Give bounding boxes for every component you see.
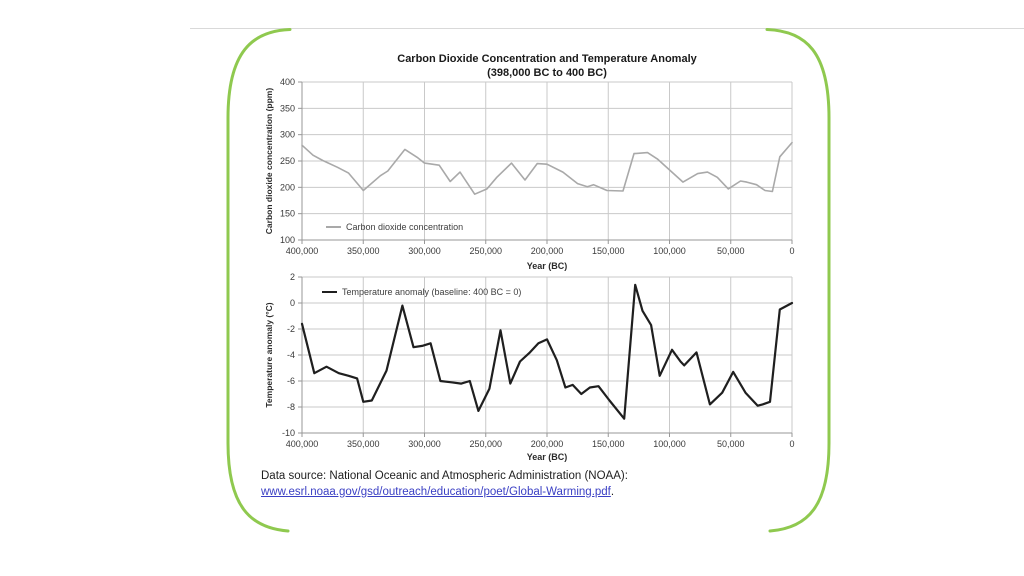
temp-series-line	[300, 283, 794, 420]
y-tick-label: -10	[282, 428, 295, 438]
temp-x-axis-title: Year (BC)	[526, 452, 568, 462]
temp-legend-label: Temperature anomaly (baseline: 400 BC = …	[342, 287, 522, 297]
y-tick-label: 200	[280, 182, 295, 192]
co2-legend: Carbon dioxide concentration	[326, 221, 463, 233]
co2-x-axis-title: Year (BC)	[526, 261, 568, 271]
green-frame-left-bracket	[226, 28, 292, 533]
x-tick-label: 400,000	[286, 246, 319, 256]
temp-legend-line-sample	[322, 290, 337, 294]
x-tick-label: 200,000	[531, 246, 564, 256]
x-tick-label: 150,000	[592, 246, 625, 256]
data-source-link[interactable]: www.esrl.noaa.gov/gsd/outreach/education…	[261, 485, 611, 498]
x-tick-label: 300,000	[408, 439, 441, 449]
y-tick-label: -6	[287, 376, 295, 386]
y-tick-label: 2	[290, 272, 295, 282]
x-tick-label: 0	[789, 439, 794, 449]
y-tick-label: 400	[280, 77, 295, 87]
y-tick-label: 350	[280, 103, 295, 113]
top-divider	[190, 28, 1024, 29]
co2-series-line	[301, 141, 793, 195]
data-source-link-line: www.esrl.noaa.gov/gsd/outreach/education…	[261, 485, 628, 501]
chart-title-line2: (398,000 BC to 400 BC)	[487, 67, 607, 79]
y-tick-label: 0	[290, 298, 295, 308]
x-tick-label: 250,000	[469, 246, 502, 256]
y-tick-label: -8	[287, 402, 295, 412]
green-frame-right-bracket	[765, 28, 831, 533]
x-tick-label: 350,000	[347, 246, 380, 256]
y-tick-label: -4	[287, 350, 295, 360]
x-tick-label: 300,000	[408, 246, 441, 256]
data-source-period: .	[610, 485, 615, 498]
y-tick-label: 150	[280, 209, 295, 219]
x-tick-label: 50,000	[717, 246, 745, 256]
x-tick-label: 350,000	[347, 439, 380, 449]
co2-legend-line-sample	[326, 226, 341, 228]
x-tick-label: 100,000	[653, 246, 686, 256]
x-tick-label: 50,000	[717, 439, 745, 449]
chart-title-line1: Carbon Dioxide Concentration and Tempera…	[397, 53, 697, 65]
data-source-block: Data source: National Oceanic and Atmosp…	[261, 469, 628, 500]
y-tick-label: 100	[280, 235, 295, 245]
co2-y-axis-title: Carbon dioxide concentration (ppm)	[264, 87, 274, 235]
data-source-text: Data source: National Oceanic and Atmosp…	[261, 470, 628, 482]
y-tick-label: 250	[280, 156, 295, 166]
temp-y-axis-title: Temperature anomaly (°C)	[264, 302, 274, 408]
co2-legend-label: Carbon dioxide concentration	[346, 222, 464, 232]
x-tick-label: 150,000	[592, 439, 625, 449]
x-tick-label: 400,000	[286, 439, 319, 449]
temp-legend: Temperature anomaly (baseline: 400 BC = …	[322, 286, 521, 298]
chart-title: Carbon Dioxide Concentration and Tempera…	[302, 52, 792, 80]
y-tick-label: -2	[287, 324, 295, 334]
x-tick-label: 0	[789, 246, 794, 256]
y-tick-label: 300	[280, 130, 295, 140]
x-tick-label: 250,000	[469, 439, 502, 449]
x-tick-label: 100,000	[653, 439, 686, 449]
x-tick-label: 200,000	[531, 439, 564, 449]
